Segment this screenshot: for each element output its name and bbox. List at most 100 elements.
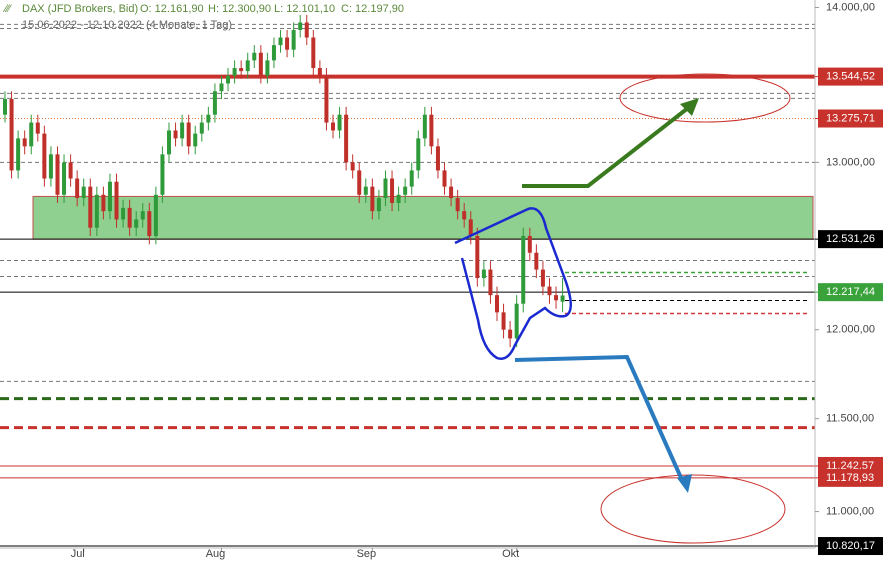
candle-body xyxy=(442,170,447,187)
level-box xyxy=(818,67,883,86)
candle-body xyxy=(9,99,14,171)
candle-body xyxy=(127,207,132,228)
candle-body xyxy=(344,114,349,163)
candle-body xyxy=(317,68,322,76)
level-box xyxy=(818,537,883,556)
candle-body xyxy=(193,133,198,147)
candle-body xyxy=(62,162,67,195)
header-close: C: 12.197,90 xyxy=(341,3,404,15)
candle-body xyxy=(88,186,93,228)
candle-body xyxy=(173,130,178,139)
candle-body xyxy=(370,186,375,212)
candle-body xyxy=(547,286,552,296)
candle-body xyxy=(278,37,283,46)
level-layer xyxy=(0,23,815,547)
support-zone xyxy=(32,195,814,240)
candle-body xyxy=(212,91,217,115)
candle-body xyxy=(265,60,270,76)
level-label: 10.820,17 xyxy=(826,540,875,552)
candle-body xyxy=(514,303,519,339)
candle-body xyxy=(3,99,7,115)
candle-body xyxy=(226,75,231,84)
candle-body xyxy=(160,154,165,195)
zone-layer xyxy=(32,195,814,240)
x-tick-label: Sep xyxy=(357,548,377,560)
candle-body xyxy=(180,122,185,139)
candle-body xyxy=(239,68,244,72)
candle-body xyxy=(48,154,53,179)
candle-body xyxy=(501,312,506,330)
header-high: H: 12.300,90 xyxy=(208,3,271,15)
candle-body xyxy=(534,252,539,270)
candle-body xyxy=(68,162,73,179)
candle-body xyxy=(245,60,250,72)
candle-body xyxy=(481,269,486,279)
candle-body xyxy=(409,170,414,187)
candle-body xyxy=(422,114,427,139)
x-tick-label: Jul xyxy=(71,548,85,560)
candle-body xyxy=(416,138,421,171)
annotations xyxy=(454,73,791,544)
candle-body xyxy=(167,130,171,155)
candle-body xyxy=(107,181,112,212)
header-icon: ⁄⁄⁄ xyxy=(2,3,13,15)
candle-body xyxy=(337,114,342,131)
candle-body xyxy=(357,170,362,195)
candle-body xyxy=(81,186,86,199)
y-tick-label: 12.000,00 xyxy=(826,324,875,336)
date-range: 15.06.2022 - 12.10.2022 xyxy=(22,19,142,31)
candle-body xyxy=(468,219,473,237)
candle-body xyxy=(554,295,559,301)
x-tick-label: Aug xyxy=(206,548,226,560)
candle-body xyxy=(140,211,145,220)
candle-body xyxy=(429,114,434,147)
y-tick-label: 11.500,00 xyxy=(826,413,874,425)
candle-body xyxy=(271,45,276,61)
level-box xyxy=(818,283,883,302)
candle-body xyxy=(42,133,47,179)
level-box xyxy=(818,230,883,249)
candle-body xyxy=(114,181,119,220)
blue-arrow xyxy=(514,354,684,481)
candle-body xyxy=(16,138,21,171)
candle-body xyxy=(232,68,237,76)
header-open: O: 12.161,90 xyxy=(140,3,204,15)
candle-body xyxy=(396,194,401,203)
candle-body xyxy=(311,37,316,69)
freehand-loop xyxy=(454,207,572,360)
candle-body xyxy=(331,122,335,131)
candle-body xyxy=(94,194,99,228)
level-label: 12.531,26 xyxy=(826,233,875,245)
axis-layer: 14.000,00 13.000,00 12.000,00 11.500,00 11.0… xyxy=(71,1,883,560)
arrow-head xyxy=(680,98,699,116)
candle-body xyxy=(22,138,27,147)
y-tick-label: 14.000,00 xyxy=(826,1,875,13)
candle-body xyxy=(304,22,309,38)
level-box xyxy=(818,109,883,128)
header-low: L: 12.101,10 xyxy=(274,3,335,15)
green-arrow xyxy=(522,106,690,188)
candle-body xyxy=(75,178,80,199)
candle-body xyxy=(508,329,513,339)
candle-body xyxy=(55,154,60,195)
candle-body xyxy=(495,295,499,313)
candle-body xyxy=(363,186,368,195)
level-label: 12.217,44 xyxy=(826,286,875,298)
candle-body xyxy=(390,178,395,203)
candle-body xyxy=(285,37,290,50)
candle-body xyxy=(29,122,34,147)
y-tick-label: 11.000,00 xyxy=(826,505,874,517)
level-label: 13.275,71 xyxy=(826,112,875,124)
candle-body xyxy=(560,295,565,302)
candle-body xyxy=(462,211,467,220)
candle-body xyxy=(298,22,303,30)
level-label: 11.178,93 xyxy=(826,472,874,484)
candle-body xyxy=(521,236,526,304)
candle-body xyxy=(488,269,493,296)
level-label: 13.544,52 xyxy=(826,70,875,82)
candle-body xyxy=(350,162,355,171)
candle-body xyxy=(449,186,454,199)
x-tick-label: Okt xyxy=(502,548,519,560)
